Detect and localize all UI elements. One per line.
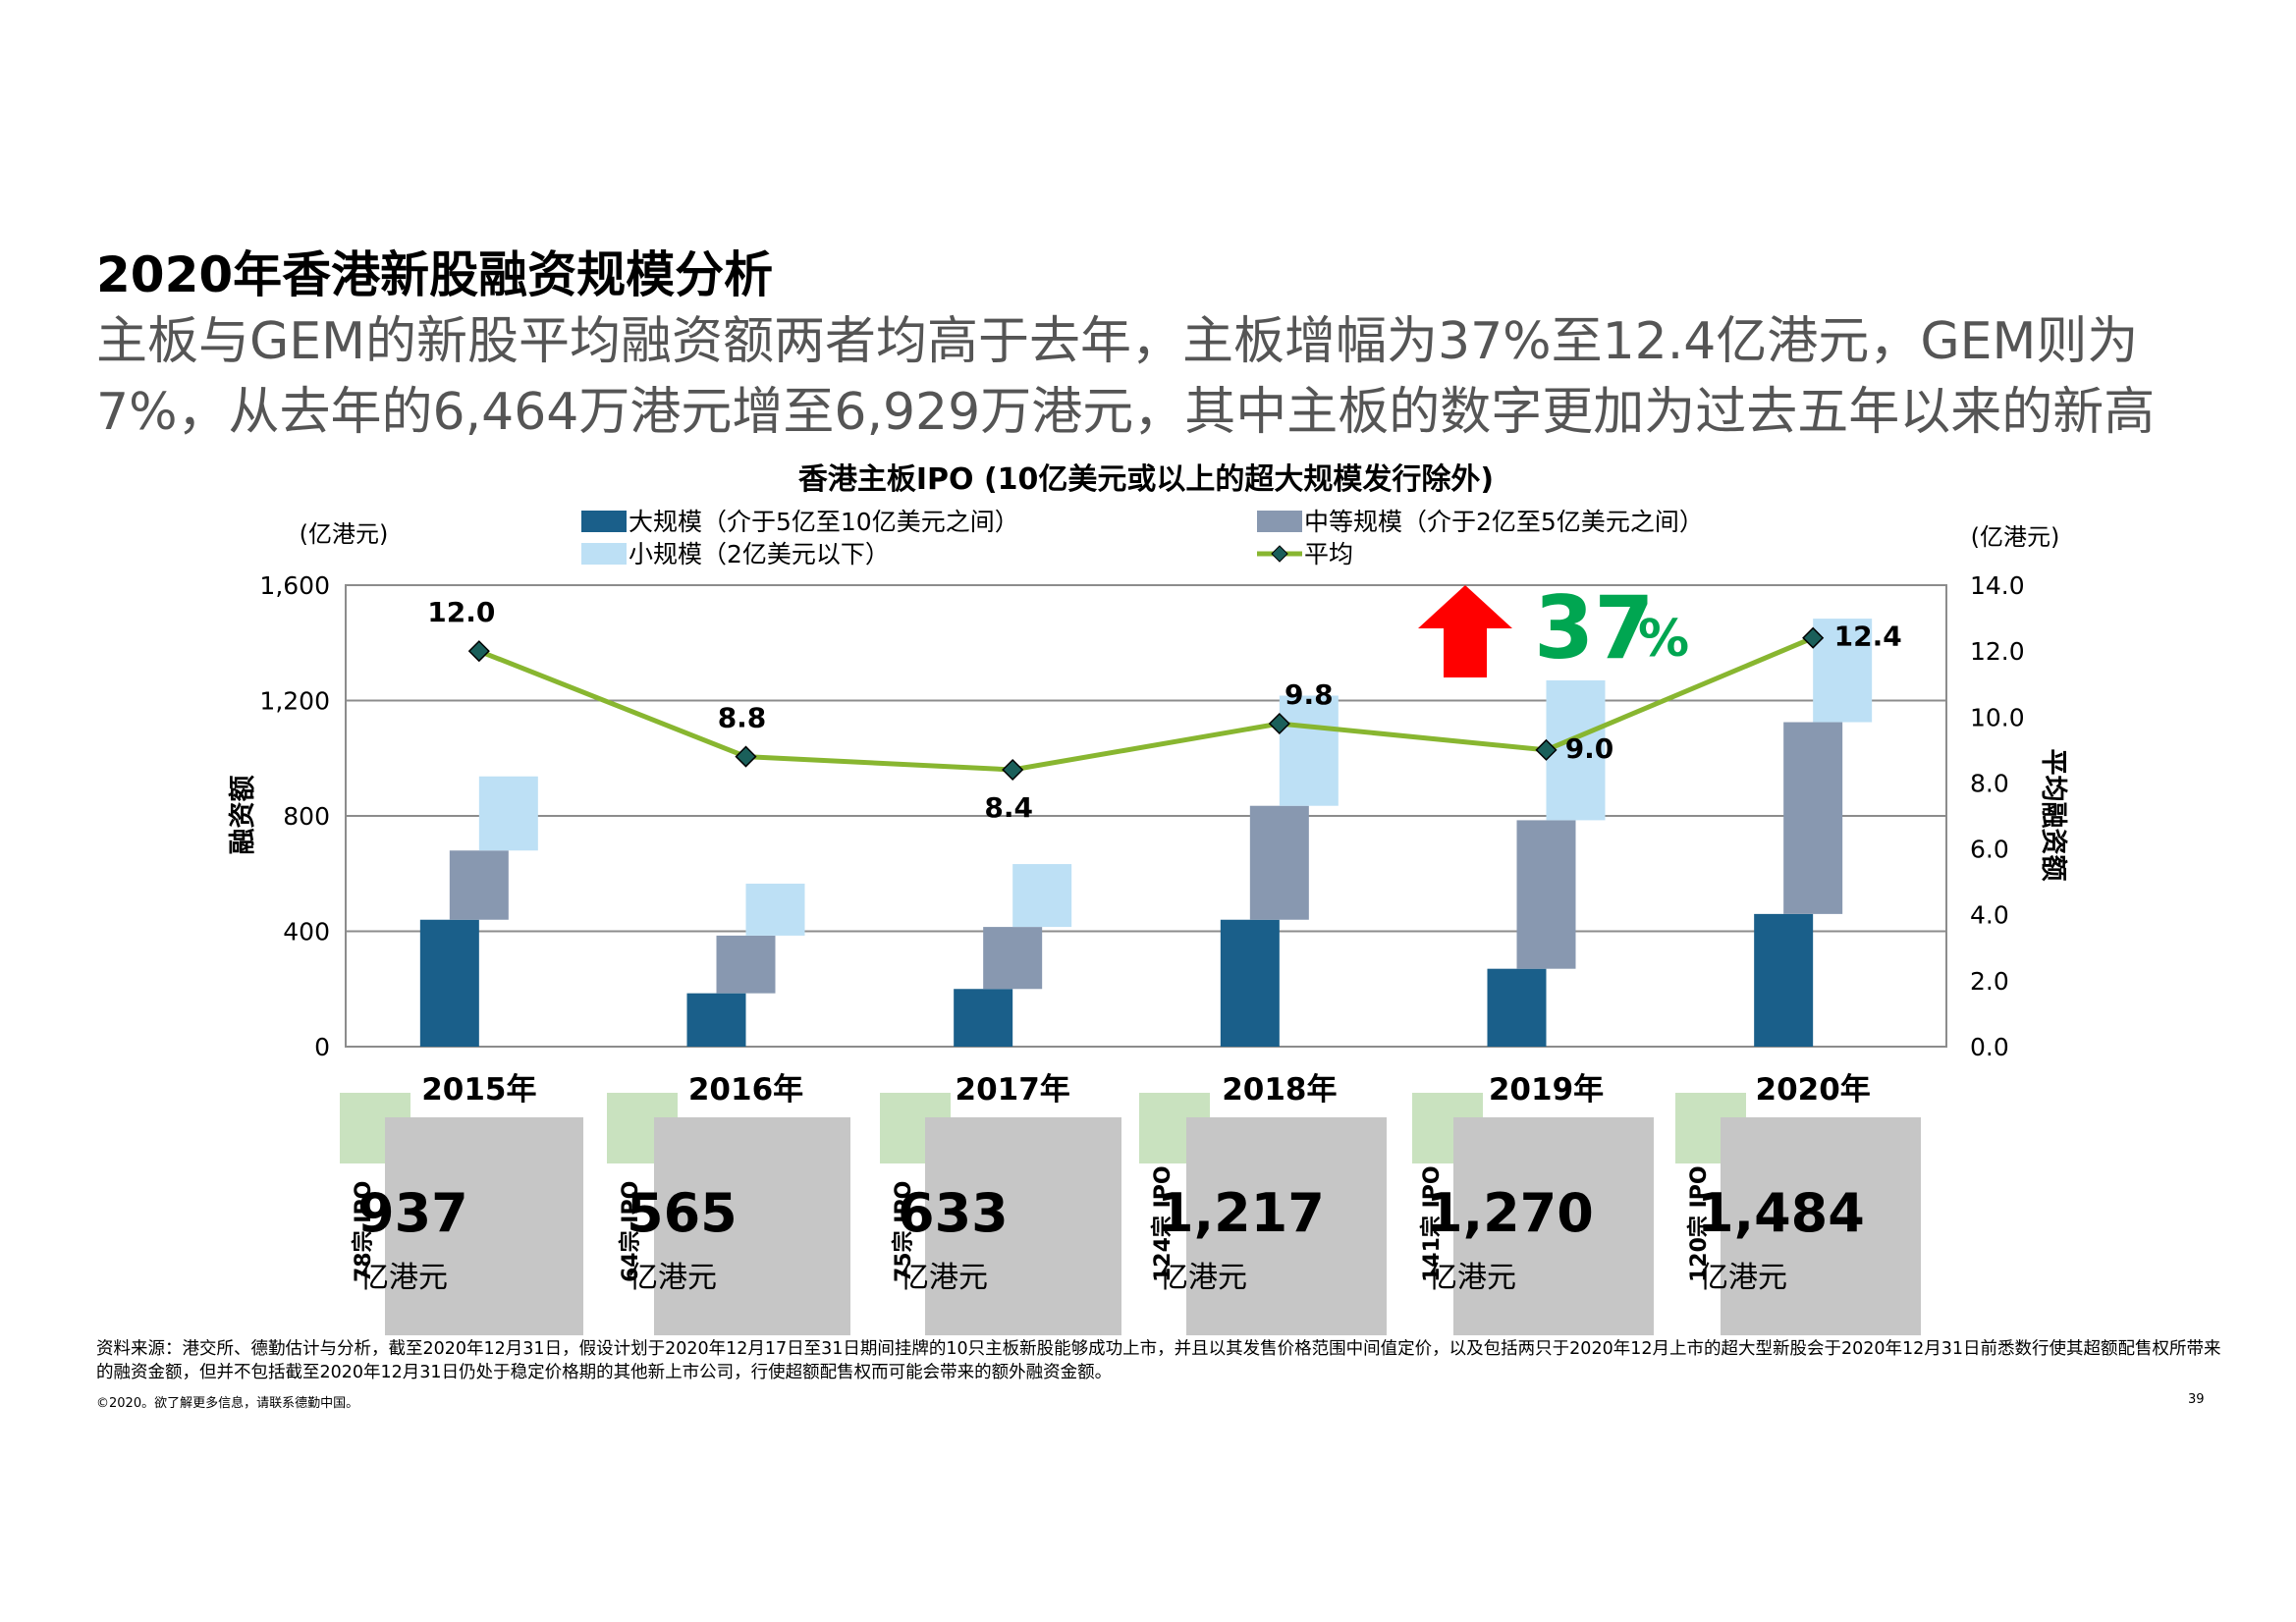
total-value: 1,270 — [1426, 1182, 1594, 1244]
legend-swatch — [581, 543, 627, 565]
total-value: 1,217 — [1157, 1182, 1325, 1244]
bar-segment — [449, 850, 509, 920]
source-note: 资料来源：港交所、德勤估计与分析，截至2020年12月31日，假设计划于2020… — [96, 1339, 2221, 1382]
total-value: 633 — [898, 1182, 1009, 1244]
average-label: 12.0 — [427, 596, 495, 628]
bar-segment — [1279, 695, 1339, 806]
average-point — [1002, 758, 1024, 782]
total-unit: 亿港元 — [1699, 1261, 1787, 1295]
legend-label: 小规模（2亿美元以下） — [629, 540, 890, 568]
category-label: 2018年 — [1222, 1072, 1337, 1108]
ipo-count: 64宗 IPO — [619, 1180, 643, 1282]
bar-segment — [1249, 805, 1309, 920]
total-value: 1,484 — [1697, 1182, 1865, 1244]
bar-segment — [716, 935, 776, 994]
bar-segment — [1813, 619, 1873, 723]
average-label: 12.4 — [1834, 621, 1902, 653]
growth-callout-suffix: % — [1638, 610, 1689, 669]
growth-callout-value: 37 — [1534, 577, 1654, 678]
average-point — [1268, 712, 1290, 735]
legend-label: 中等规模（介于2亿至5亿美元之间） — [1304, 508, 1704, 536]
legend-swatch — [1257, 511, 1302, 532]
total-unit: 亿港元 — [900, 1261, 988, 1295]
legend-label: 大规模（介于5亿至10亿美元之间） — [629, 508, 1019, 536]
total-unit: 亿港元 — [629, 1261, 717, 1295]
right-tick-label: 2.0 — [1970, 967, 2009, 996]
left-tick-label: 400 — [283, 918, 330, 946]
total-box — [925, 1117, 1121, 1335]
average-point — [467, 640, 490, 663]
copyright: ©2020。欲了解更多信息，请联系德勤中国。 — [96, 1396, 359, 1411]
category-label: 2015年 — [421, 1072, 536, 1108]
average-point — [735, 745, 757, 768]
left-tick-label: 0 — [314, 1033, 330, 1061]
category-label: 2019年 — [1489, 1072, 1604, 1108]
legend-label: 平均 — [1304, 540, 1353, 568]
average-label: 8.4 — [984, 791, 1033, 824]
right-tick-label: 8.0 — [1970, 769, 2009, 797]
page-number: 39 — [2188, 1392, 2205, 1407]
left-axis-unit: (亿港元) — [300, 520, 389, 548]
legend-swatch — [581, 511, 627, 532]
right-tick-label: 4.0 — [1970, 901, 2009, 930]
page-subheading: 主板与GEM的新股平均融资额两者均高于去年，主板增幅为37%至12.4亿港元，G… — [96, 312, 2156, 442]
right-axis-label: 平均融资额 — [2038, 749, 2068, 882]
total-box — [1186, 1117, 1387, 1335]
up-arrow-icon — [1418, 585, 1512, 677]
chart-title: 香港主板IPO (10亿美元或以上的超大规模发行除外) — [798, 462, 1494, 497]
total-box — [654, 1117, 850, 1335]
bar-segment — [983, 927, 1043, 990]
bar-segment — [419, 919, 479, 1047]
page-heading: 2020年香港新股融资规模分析 — [96, 246, 774, 303]
total-value: 937 — [357, 1182, 468, 1244]
average-label: 8.8 — [718, 702, 767, 734]
bar-segment — [1783, 722, 1843, 914]
total-unit: 亿港元 — [1428, 1261, 1516, 1295]
right-tick-label: 10.0 — [1970, 703, 2025, 731]
total-unit: 亿港元 — [1159, 1261, 1247, 1295]
left-axis-label: 融资额 — [228, 776, 258, 855]
bar-segment — [1516, 820, 1576, 969]
average-line — [477, 635, 1815, 773]
ipo-count: 78宗 IPO — [352, 1180, 376, 1282]
category-label: 2017年 — [956, 1072, 1070, 1108]
average-label: 9.8 — [1285, 678, 1334, 711]
right-tick-label: 0.0 — [1970, 1033, 2009, 1061]
total-value: 565 — [627, 1182, 738, 1244]
left-tick-label: 1,600 — [259, 571, 330, 600]
ipo-count: 124宗 IPO — [1151, 1165, 1175, 1282]
total-box — [1721, 1117, 1921, 1335]
total-box — [1453, 1117, 1654, 1335]
ipo-count: 75宗 IPO — [892, 1180, 916, 1282]
category-label: 2016年 — [688, 1072, 803, 1108]
total-unit: 亿港元 — [359, 1261, 448, 1295]
legend-marker — [1271, 545, 1288, 563]
total-box — [385, 1117, 583, 1335]
bar-segment — [1754, 913, 1814, 1047]
bar-segment — [1012, 864, 1072, 928]
right-tick-label: 6.0 — [1970, 836, 2009, 864]
bar-segment — [745, 884, 805, 936]
average-label: 9.0 — [1565, 732, 1614, 765]
right-tick-label: 12.0 — [1970, 637, 2025, 666]
ipo-count: 120宗 IPO — [1687, 1165, 1712, 1282]
bar-segment — [1487, 968, 1547, 1047]
plot-border — [345, 584, 1947, 1048]
right-tick-label: 14.0 — [1970, 571, 2025, 600]
bar-segment — [1220, 919, 1280, 1047]
bar-segment — [686, 993, 746, 1047]
bar-segment — [478, 776, 538, 851]
average-point — [1535, 738, 1558, 761]
category-label: 2020年 — [1756, 1072, 1871, 1108]
ipo-count: 141宗 IPO — [1420, 1165, 1445, 1282]
left-tick-label: 1,200 — [259, 687, 330, 716]
average-point — [1802, 626, 1825, 649]
bar-segment — [954, 989, 1013, 1047]
left-tick-label: 800 — [283, 802, 330, 831]
right-axis-unit: (亿港元) — [1971, 523, 2060, 551]
